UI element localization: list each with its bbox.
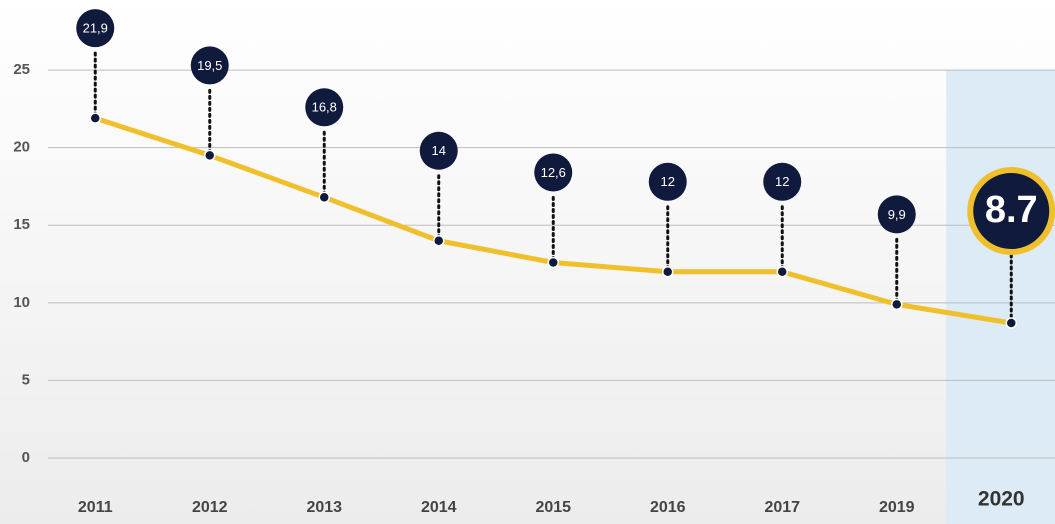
y-tick-label: 10 [13, 294, 30, 311]
value-label: 12,6 [541, 165, 566, 180]
x-tick-label: 2017 [764, 499, 800, 516]
x-tick-label: 2020 [978, 488, 1025, 511]
bubble [190, 46, 229, 85]
value-label: 12 [775, 174, 789, 189]
x-tick-label: 2014 [421, 499, 457, 516]
point [89, 112, 101, 124]
highlight-band [946, 70, 1055, 524]
value-label: 19,5 [197, 58, 222, 73]
point [433, 235, 445, 247]
bubble [877, 195, 916, 234]
point [891, 298, 903, 311]
point [776, 266, 788, 278]
point [204, 149, 216, 162]
bubble [419, 131, 458, 170]
point [547, 256, 559, 269]
value-label: 12 [661, 174, 675, 189]
bubble [305, 88, 344, 127]
x-tick-label: 2012 [192, 499, 228, 516]
value-label: 9,9 [888, 207, 906, 222]
y-tick-label: 25 [13, 61, 30, 78]
y-tick-label: 0 [22, 449, 30, 466]
value-label: 14 [432, 143, 446, 158]
point [662, 266, 674, 278]
value-label: 16,8 [312, 100, 337, 115]
x-tick-label: 2016 [650, 499, 686, 516]
bubble [648, 162, 687, 201]
bubble [973, 173, 1050, 249]
x-tick-label: 2013 [306, 499, 342, 516]
bubble [534, 153, 573, 192]
bubble [76, 9, 115, 48]
value-label: 21,9 [83, 21, 108, 36]
y-tick-label: 20 [13, 139, 30, 156]
x-tick-label: 2011 [78, 499, 113, 516]
y-tick-label: 5 [22, 371, 30, 388]
value-label: 8.7 [985, 189, 1038, 231]
x-tick-label: 2019 [879, 499, 915, 516]
y-tick-label: 15 [13, 216, 30, 233]
x-tick-label: 2015 [535, 499, 571, 516]
point [1005, 317, 1017, 329]
bubble [763, 162, 802, 201]
point [318, 191, 330, 204]
